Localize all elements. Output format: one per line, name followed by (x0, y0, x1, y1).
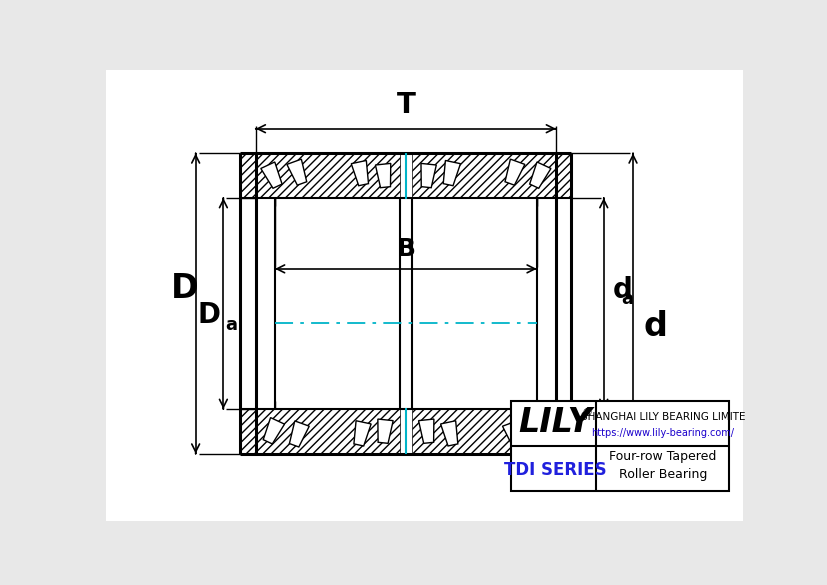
Polygon shape (442, 160, 460, 185)
Text: Four-row Tapered
Roller Bearing: Four-row Tapered Roller Bearing (609, 450, 715, 481)
Bar (511, 401, 729, 491)
Bar (240, 409, 256, 453)
Text: SHANGHAI LILY BEARING LIMITE: SHANGHAI LILY BEARING LIMITE (580, 412, 744, 422)
Polygon shape (502, 421, 522, 447)
Text: LILY: LILY (518, 406, 591, 439)
Bar (412, 409, 556, 453)
Polygon shape (353, 421, 370, 446)
Text: B: B (396, 237, 415, 261)
Bar (256, 409, 399, 453)
Text: TDI SERIES: TDI SERIES (504, 460, 606, 479)
Polygon shape (261, 162, 282, 188)
Text: a: a (225, 316, 237, 334)
Text: D: D (171, 271, 198, 305)
Polygon shape (529, 162, 550, 188)
Bar (556, 409, 571, 453)
Polygon shape (351, 160, 368, 185)
Bar (256, 153, 399, 198)
Polygon shape (289, 421, 308, 447)
Text: https://www.lily-bearing.com/: https://www.lily-bearing.com/ (590, 428, 734, 438)
Text: d: d (612, 276, 632, 304)
Polygon shape (504, 159, 524, 185)
Text: a: a (621, 290, 633, 308)
Bar (412, 153, 556, 198)
Polygon shape (527, 418, 547, 444)
Polygon shape (420, 163, 436, 188)
Text: ®: ® (581, 408, 592, 418)
Polygon shape (418, 419, 433, 443)
Bar (240, 153, 256, 198)
Polygon shape (263, 418, 284, 444)
Polygon shape (375, 163, 390, 188)
Polygon shape (440, 421, 457, 446)
Bar (556, 153, 571, 198)
Polygon shape (377, 419, 393, 443)
Polygon shape (286, 159, 306, 185)
Text: D: D (197, 301, 220, 329)
Text: T: T (396, 91, 415, 119)
Text: d: d (643, 310, 667, 343)
